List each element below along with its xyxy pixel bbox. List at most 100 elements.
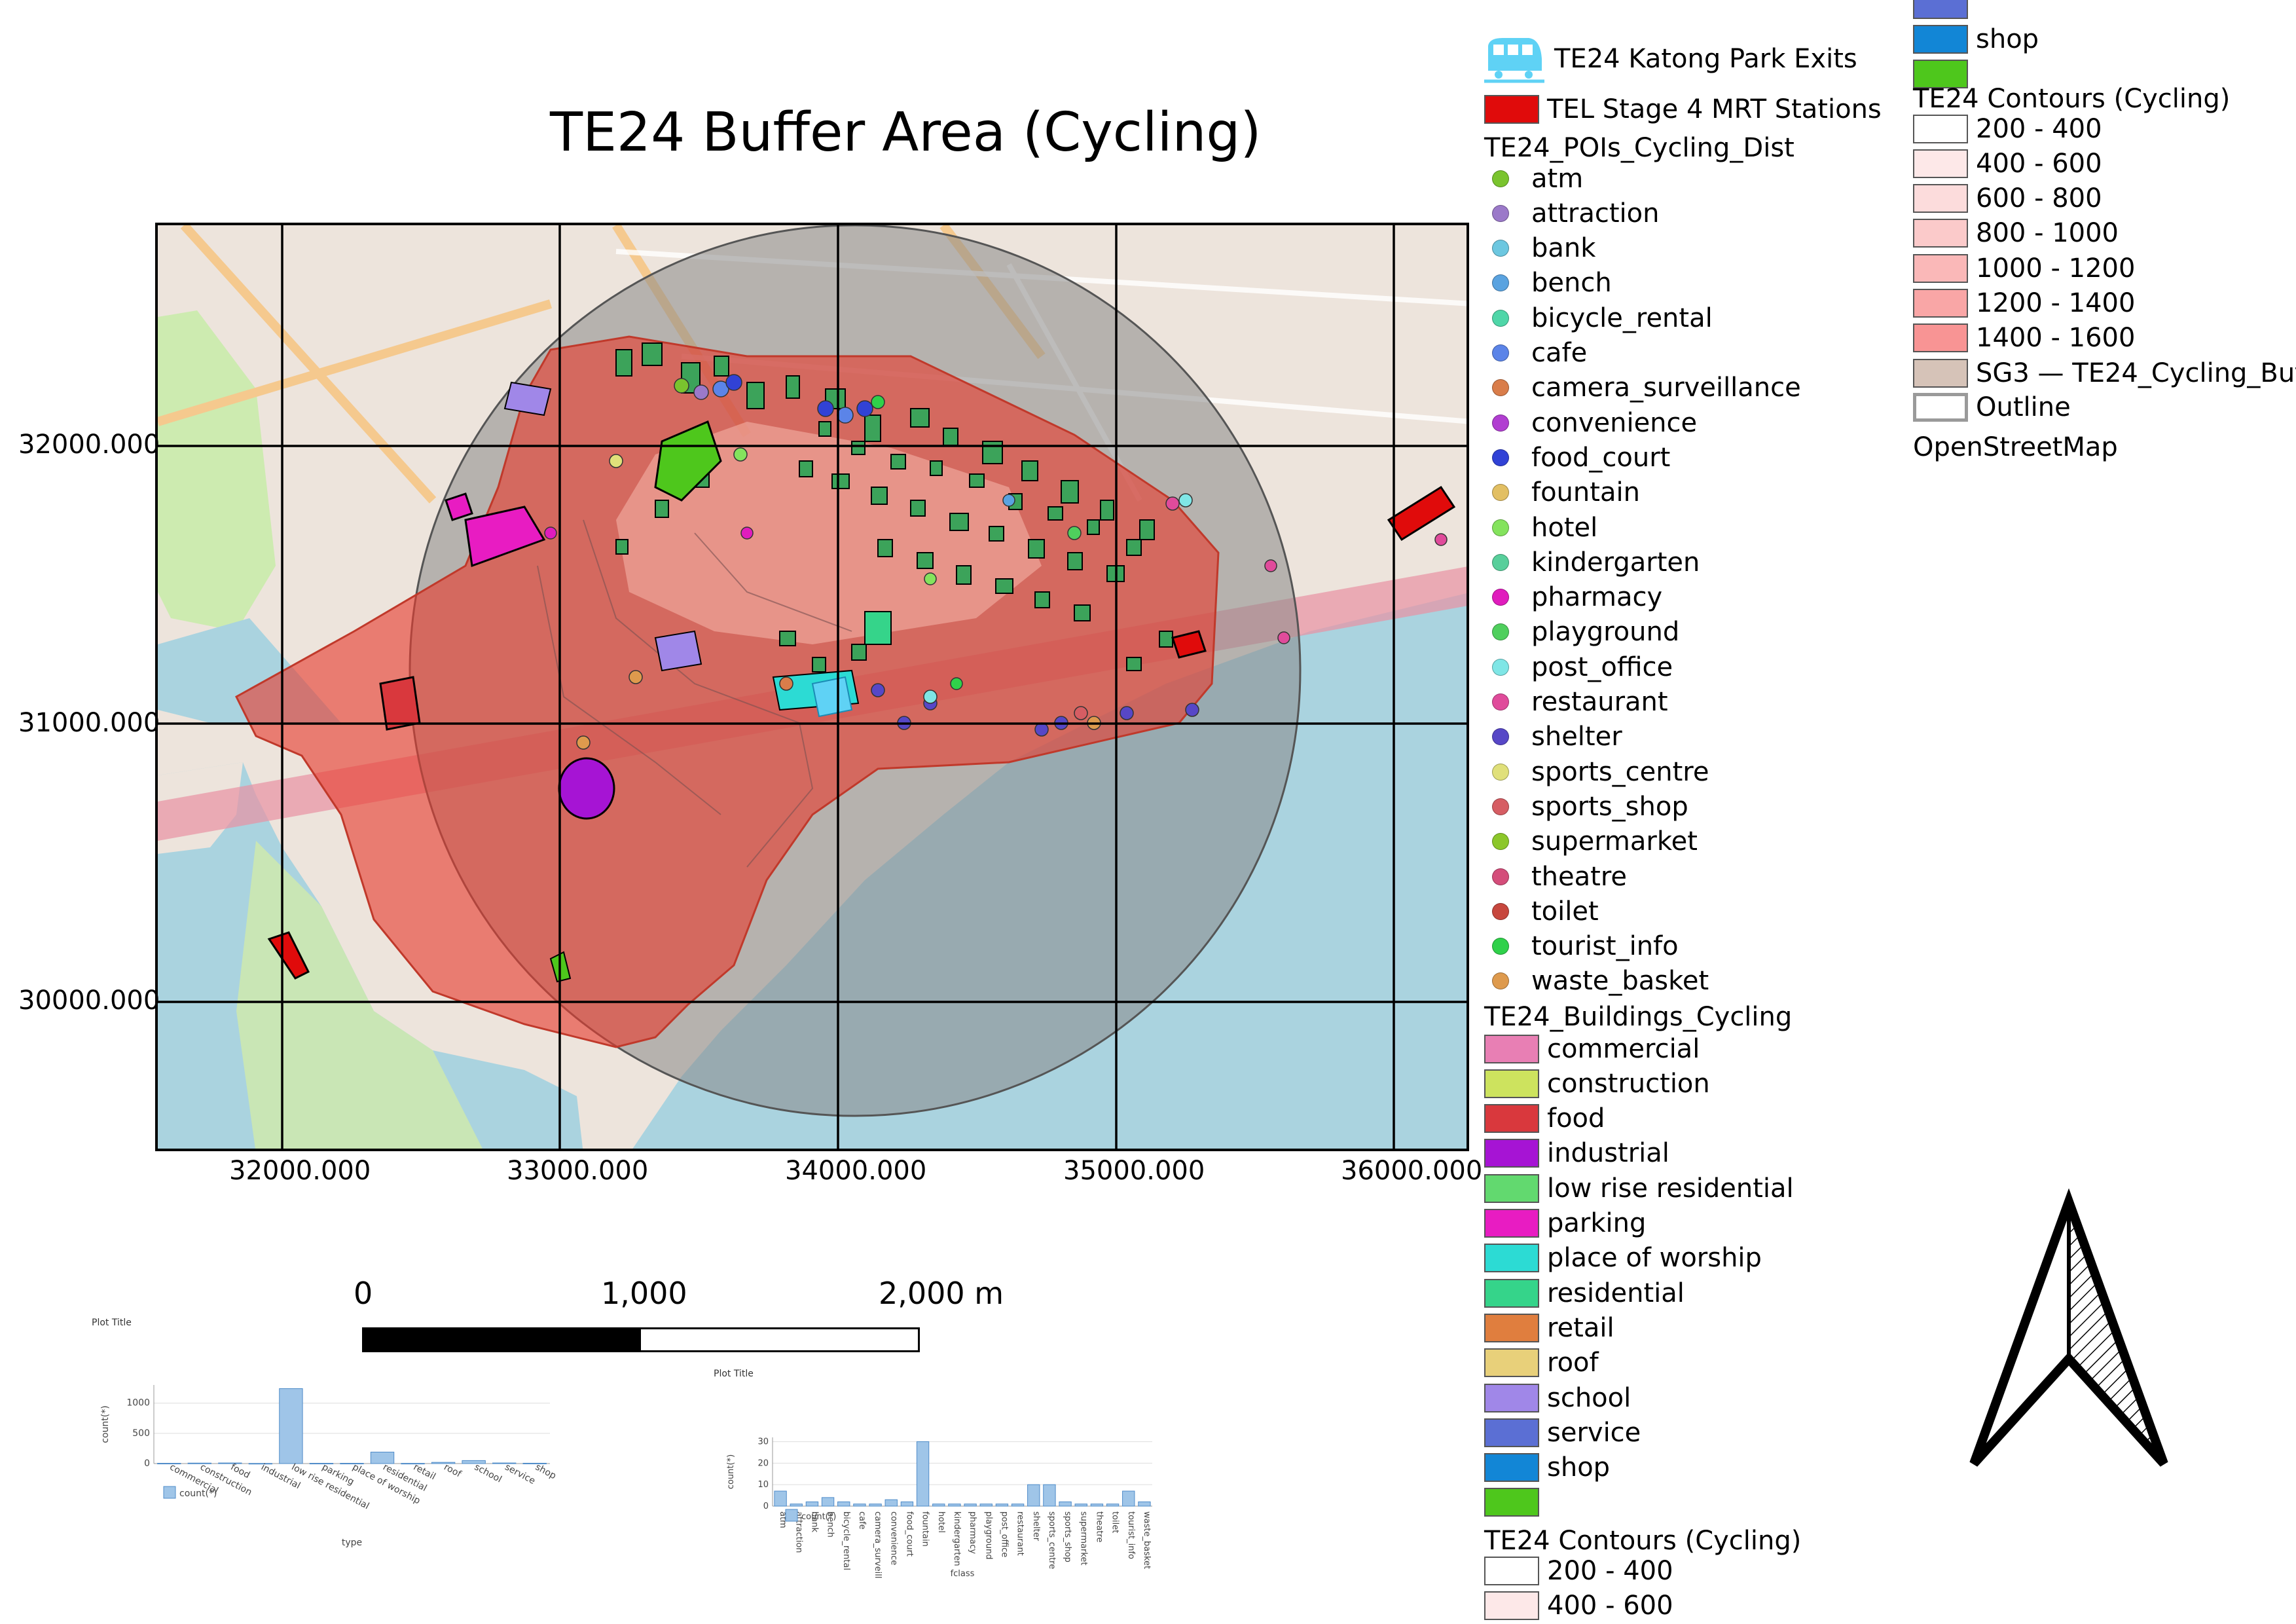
x-tick-label: school (473, 1462, 503, 1485)
station-east (1387, 485, 1456, 542)
legend-item: 200 - 400 (1484, 1553, 1673, 1588)
legend-swatch (1913, 219, 1968, 248)
legend-dot (1492, 763, 1509, 781)
y-coord-label: 30000.000 (18, 986, 160, 1016)
x-tick-label: hotel (936, 1511, 946, 1533)
legend-item: roof (1484, 1346, 1599, 1380)
x-tick-label: convenience (888, 1511, 898, 1565)
legend-item-label: place of worship (1547, 1243, 1762, 1274)
legend-item-label: 200 - 400 (1976, 113, 2102, 144)
legend-swatch (1913, 0, 1968, 19)
map-frame[interactable] (155, 223, 1469, 1151)
legend-buildings-title: TE24_Buildings_Cycling (1484, 1002, 1793, 1032)
legend-swatch (1484, 1209, 1539, 1238)
legend-stations: TEL Stage 4 MRT Stations (1484, 92, 1882, 126)
legend-outline-label: Outline (1976, 392, 2071, 422)
map-canvas[interactable] (158, 225, 1469, 1151)
x-axis-label: fclass (951, 1569, 975, 1579)
legend-item: low rise residential (1484, 1171, 1794, 1206)
legend-item: school (1484, 1380, 1631, 1415)
x-tick-label: attraction (793, 1511, 803, 1553)
scale-label-0: 0 (354, 1276, 373, 1311)
legend-dot (1492, 309, 1509, 327)
y-axis-label: count(*) (100, 1405, 111, 1443)
legend-swatch (1484, 1104, 1539, 1134)
x-tick-label: roof (442, 1462, 464, 1480)
legend-item: bicycle_rental (1484, 301, 1713, 335)
legend-swatch (1484, 1173, 1539, 1203)
legend-item-label: SG3 — TE24_Cycling_Buffer (1976, 358, 2296, 388)
graticule (158, 225, 1467, 1149)
legend-dot (1492, 868, 1509, 885)
bar (790, 1504, 803, 1507)
x-coord-label: 36000.000 (1341, 1156, 1483, 1186)
legend-item: 600 - 800 (1913, 181, 2102, 216)
legend-dot (1492, 798, 1509, 815)
north-arrow-icon (1969, 1189, 2168, 1467)
legend-item (1484, 1485, 1547, 1520)
legend-exits-label: TE24 Katong Park Exits (1554, 44, 1857, 74)
legend-item-label: service (1547, 1417, 1641, 1448)
legend-item: residential (1484, 1276, 1685, 1310)
x-tick-label: theatre (1094, 1511, 1104, 1542)
bar (1138, 1501, 1151, 1507)
bar (774, 1490, 787, 1507)
legend-item-label: shop (1976, 24, 2039, 54)
legend-item-label: bank (1531, 233, 1596, 264)
x-tick-label: kindergarten (952, 1511, 962, 1566)
legend-item: SG3 — TE24_Cycling_Buffer (1913, 356, 2296, 390)
legend-label: count(*) (179, 1488, 217, 1499)
x-coord-label: 35000.000 (1063, 1156, 1205, 1186)
legend-item: supermarket (1484, 824, 1698, 859)
legend-item-label: theatre (1531, 861, 1628, 892)
legend-exits: TE24 Katong Park Exits (1483, 33, 1857, 85)
legend-item-label: sports_centre (1531, 756, 1709, 787)
legend-swatch (1484, 1244, 1539, 1273)
bar (370, 1451, 395, 1464)
x-tick-label: playground (983, 1511, 993, 1560)
y-coord-label: 32000.000 (18, 430, 160, 460)
legend-item-label: 1400 - 1600 (1976, 323, 2136, 354)
legend-item-label: food (1547, 1103, 1605, 1134)
bar (1074, 1504, 1087, 1507)
legend-swatch (163, 1486, 176, 1499)
legend-item-label: shop (1547, 1452, 1611, 1483)
legend-item-label: retail (1547, 1312, 1614, 1343)
bar (1122, 1490, 1135, 1507)
legend-item-label: post_office (1531, 652, 1673, 682)
legend-item: kindergarten (1484, 545, 1700, 580)
legend-swatch (1484, 1069, 1539, 1098)
bar (964, 1504, 977, 1507)
x-tick-label: atm (778, 1511, 788, 1528)
legend-dot (1492, 484, 1509, 502)
legend-dot (1492, 972, 1509, 990)
scale-label-1000: 1,000 (601, 1276, 687, 1311)
legend-swatch (1484, 1139, 1539, 1168)
x-tick-label: bench (826, 1511, 835, 1538)
legend-dot (1492, 414, 1509, 432)
legend-dot (1492, 553, 1509, 571)
x-coord-label: 32000.000 (229, 1156, 371, 1186)
chart2-plot[interactable]: 0 10 20 30 atm attraction bank bench bicycle_ren… (720, 1424, 1165, 1581)
legend-item-label: 600 - 800 (1976, 183, 2102, 214)
x-tick-label: service (503, 1462, 537, 1486)
x-coord-label: 33000.000 (507, 1156, 649, 1186)
y-tick-label: 30 (757, 1437, 769, 1447)
x-tick-label: pharmacy (968, 1511, 977, 1554)
bar (492, 1462, 517, 1464)
legend-dot (1492, 240, 1509, 257)
x-axis-label: type (342, 1538, 362, 1548)
legend-swatch (1913, 149, 1968, 178)
legend-item-label: low rise residential (1547, 1173, 1794, 1204)
legend-dot (1492, 693, 1509, 710)
legend-swatch (1484, 1348, 1539, 1378)
legend-swatch (1484, 1383, 1539, 1412)
legend-dot (1492, 449, 1509, 466)
bar (522, 1462, 547, 1464)
gardens-east (236, 841, 483, 1149)
legend-dot (1492, 170, 1509, 187)
legend-swatch (1484, 94, 1539, 124)
legend-item: service (1484, 1415, 1641, 1450)
x-tick-label: bicycle_rental (841, 1511, 851, 1570)
